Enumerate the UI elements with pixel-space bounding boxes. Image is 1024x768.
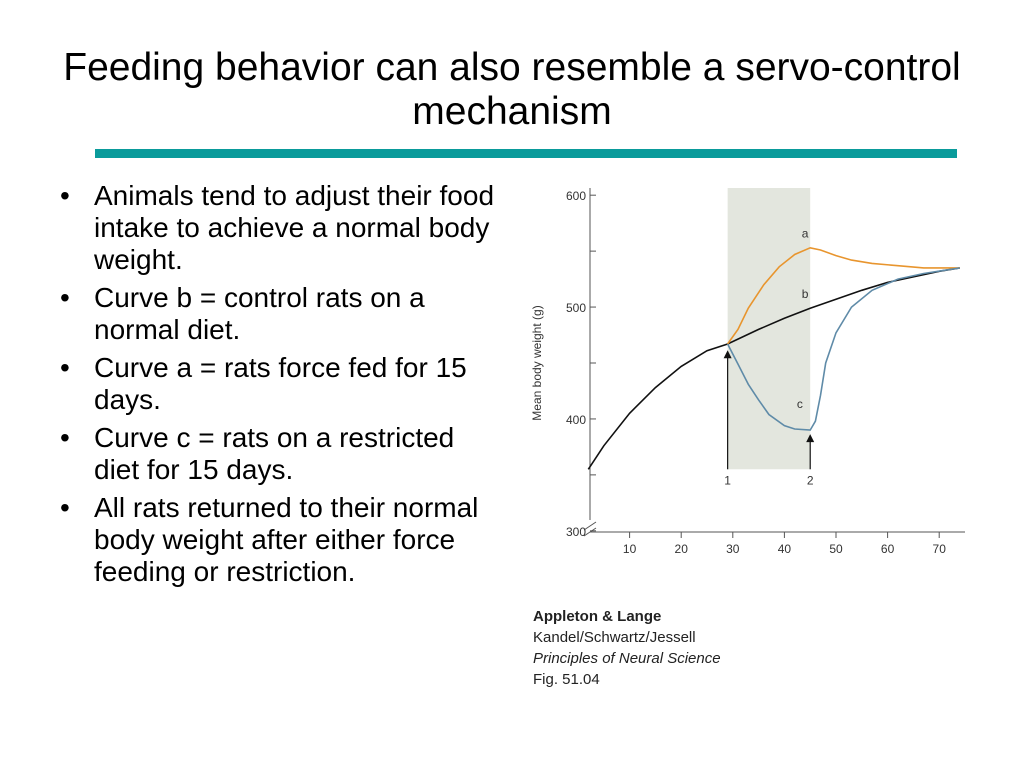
slide-title: Feeding behavior can also resemble a ser… bbox=[63, 46, 961, 133]
bullet-item: • Animals tend to adjust their food intak… bbox=[58, 180, 498, 276]
bullet-item: • All rats returned to their normal body … bbox=[58, 492, 498, 588]
marker-label-1: 1 bbox=[724, 473, 731, 487]
bullet-dot-icon: • bbox=[60, 180, 70, 211]
bullet-dot-icon: • bbox=[60, 492, 70, 523]
series-a-label: a bbox=[802, 227, 809, 241]
x-tick-label: 40 bbox=[778, 542, 792, 556]
bullet-dot-icon: • bbox=[60, 422, 70, 453]
marker-arrow-head-icon bbox=[806, 434, 815, 443]
bullet-dot-icon: • bbox=[60, 352, 70, 383]
series-c-line bbox=[726, 267, 960, 431]
y-tick-label: 400 bbox=[566, 413, 586, 427]
series-c-label: c bbox=[797, 397, 803, 411]
x-tick-label: 60 bbox=[881, 542, 895, 556]
shaded-region bbox=[727, 188, 811, 470]
marker-arrow-head-icon bbox=[723, 350, 732, 359]
x-tick-label: 20 bbox=[675, 542, 689, 556]
bullet-text: Curve b = control rats on a normal diet. bbox=[94, 282, 425, 345]
bullet-text: Animals tend to adjust their food intake… bbox=[94, 180, 495, 275]
y-axis-label: Mean body weight (g) bbox=[530, 305, 544, 420]
y-tick-label: 300 bbox=[566, 525, 586, 539]
series-b-line bbox=[587, 267, 960, 470]
y-tick-label: 600 bbox=[566, 189, 586, 203]
x-tick-label: 30 bbox=[726, 542, 740, 556]
marker-label-2: 2 bbox=[807, 473, 814, 487]
bullet-text: Curve c = rats on a restricted diet for … bbox=[94, 422, 455, 485]
figure-credit: Appleton & Lange Kandel/Schwartz/Jessell… bbox=[533, 606, 721, 690]
credit-publisher: Appleton & Lange bbox=[533, 608, 662, 625]
x-tick-label: 50 bbox=[829, 542, 843, 556]
bullet-text: All rats returned to their normal body w… bbox=[94, 492, 479, 587]
bullet-dot-icon: • bbox=[60, 282, 70, 313]
bullet-item: • Curve c = rats on a restricted diet for… bbox=[58, 422, 498, 486]
credit-authors: Kandel/Schwartz/Jessell bbox=[533, 629, 696, 646]
bullet-list: • Animals tend to adjust their food intak… bbox=[58, 180, 498, 594]
bullet-item: • Curve b = control rats on a normal diet… bbox=[58, 282, 498, 346]
body-weight-chart: 300 400 500 600 10 20 30 40 50 60 70 Time (days) Mea… bbox=[530, 188, 965, 572]
y-tick-label: 500 bbox=[566, 301, 586, 315]
series-a-line bbox=[726, 246, 960, 345]
x-tick-label: 70 bbox=[933, 542, 947, 556]
bullet-item: • Curve a = rats force fed for 15 days. bbox=[58, 352, 498, 416]
title-underline bbox=[95, 149, 957, 158]
series-b-label: b bbox=[802, 287, 809, 301]
axis-break-mark bbox=[583, 521, 597, 531]
x-axis-label: Time (days) bbox=[750, 571, 813, 572]
credit-book: Principles of Neural Science bbox=[533, 650, 721, 667]
x-tick-label: 10 bbox=[623, 542, 637, 556]
bullet-text: Curve a = rats force fed for 15 days. bbox=[94, 352, 467, 415]
credit-figure: Fig. 51.04 bbox=[533, 671, 600, 688]
